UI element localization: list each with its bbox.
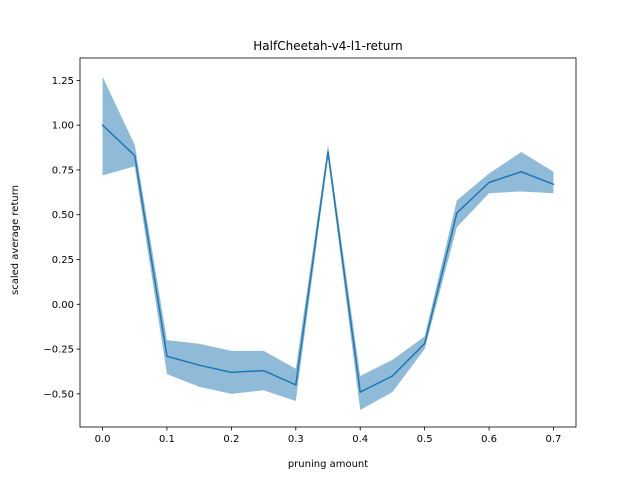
x-tick-label: 0.1	[159, 434, 175, 445]
data-point	[488, 181, 490, 184]
y-tick-label: −0.25	[43, 345, 74, 356]
y-tick-label: 1.25	[52, 76, 74, 87]
y-tick-label: 1.00	[52, 121, 74, 132]
data-point	[552, 183, 555, 186]
data-point	[327, 151, 329, 153]
axes-frame	[79, 57, 577, 428]
data-point	[166, 355, 168, 357]
y-tick-label: 0.75	[52, 165, 74, 176]
data-point	[520, 171, 522, 173]
x-tick-label: 0.6	[481, 434, 497, 445]
x-tick-label: 0.3	[288, 434, 304, 445]
x-tick-label: 0.2	[223, 434, 239, 445]
x-tick-label: 0.5	[417, 434, 433, 445]
x-tick-label: 0.4	[352, 434, 368, 445]
data-point	[423, 342, 426, 345]
y-tick-label: 0.25	[52, 255, 74, 266]
data-point	[295, 384, 297, 386]
y-tick-label: −0.50	[43, 389, 74, 400]
data-point	[359, 391, 361, 393]
data-point	[101, 124, 104, 126]
data-point	[230, 371, 233, 374]
chart-title: HalfCheetah-v4-l1-return	[253, 39, 402, 53]
y-tick-label: 0.00	[52, 300, 74, 311]
data-point	[198, 364, 200, 366]
data-point	[262, 369, 265, 372]
x-tick-label: 0.0	[95, 434, 111, 445]
data-point	[391, 375, 394, 377]
y-axis-label: scaled average return	[10, 185, 21, 295]
x-tick-label: 0.7	[546, 434, 562, 445]
y-tick-label: 0.50	[52, 210, 74, 221]
axes: 0.0 0.1 0.2 0.3 0.4 0.5 0.6 0.7 −0.50 −0.25 0.00 0.…	[43, 57, 577, 445]
data-point	[134, 154, 136, 157]
x-axis-label: pruning amount	[288, 459, 368, 470]
data-point	[456, 212, 458, 214]
plot-area	[101, 76, 555, 410]
